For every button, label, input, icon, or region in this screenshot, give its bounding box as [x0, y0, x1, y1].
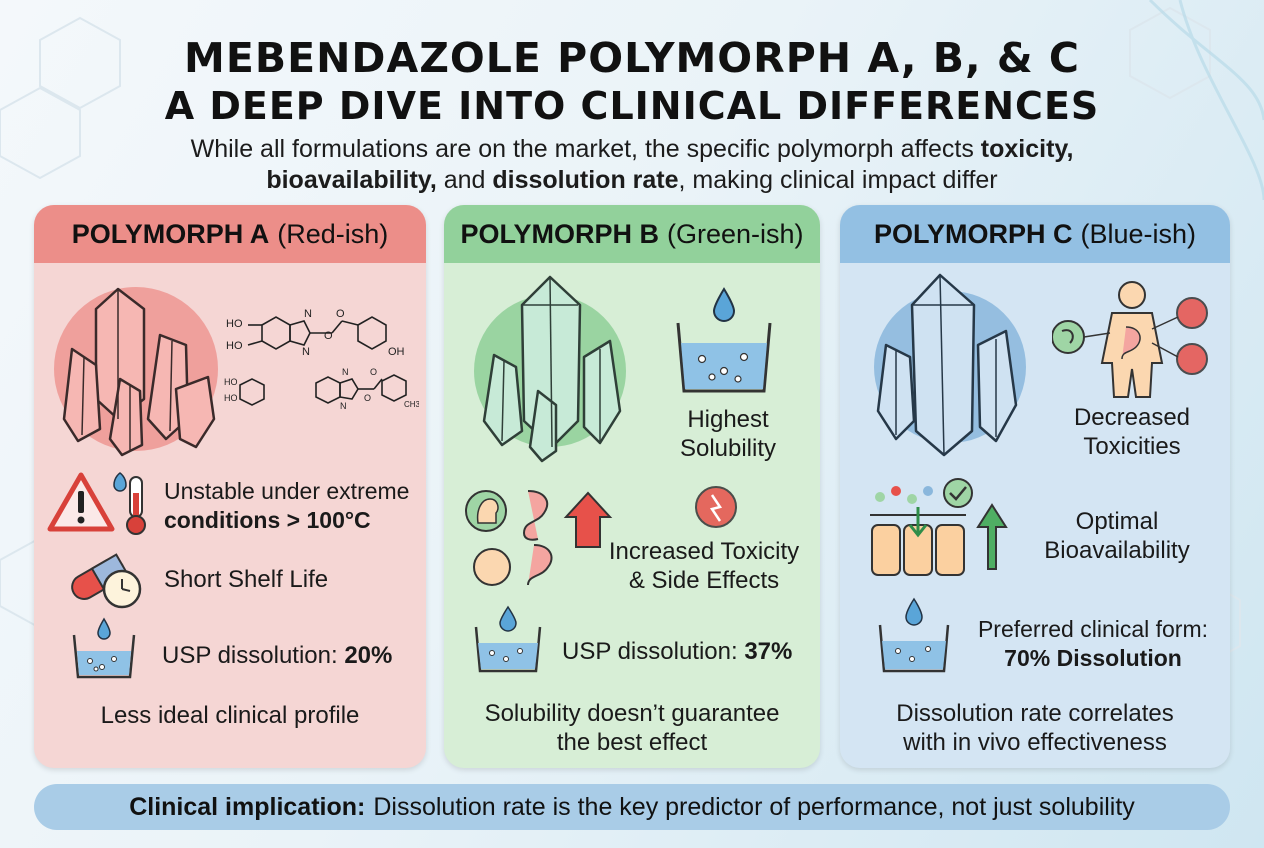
svg-text:O: O: [336, 308, 345, 320]
dissolution-text: USP dissolution: 20%: [162, 642, 393, 669]
svg-text:OH: OH: [388, 346, 405, 358]
toxicity-text: Increased Toxicity & Side Effects: [608, 538, 800, 594]
intro-text: While all formulations are on the market…: [190, 135, 1074, 194]
polymorph-a-card: POLYMORPH A (Red-ish): [34, 205, 426, 768]
polymorph-b-name: POLYMORPH B: [460, 218, 659, 249]
summary-text: Less ideal clinical profile: [100, 702, 360, 729]
svg-text:O: O: [324, 330, 333, 342]
summary-text: Dissolution rate correlates with in vivo …: [896, 700, 1174, 756]
crystal-icon: [474, 275, 626, 463]
svg-text:N: N: [302, 346, 310, 358]
preferred-form-text: Preferred clinical form: 70% Dissolution: [977, 616, 1209, 671]
polymorph-c-header: POLYMORPH C (Blue-ish): [840, 205, 1230, 263]
svg-text:HO: HO: [226, 340, 243, 352]
polymorph-c-name: POLYMORPH C: [873, 218, 1073, 249]
crystal-icon: [874, 273, 1026, 457]
polymorph-c-card: POLYMORPH C (Blue-ish) Decreased Toxiciti…: [840, 205, 1230, 768]
svg-text:O: O: [364, 393, 371, 403]
summary-text: Solubility doesn’t guarantee the best eff…: [484, 700, 780, 756]
footer-bold: Clinical implication:: [129, 792, 366, 821]
stability-text: Unstable under extreme conditions > 100°C: [164, 478, 410, 533]
human-body-icon: [1052, 281, 1208, 398]
svg-text:N: N: [342, 367, 349, 377]
beaker-icon: [72, 617, 136, 679]
dissolution-text: USP dissolution: 37%: [562, 638, 793, 665]
chemical-structure-icon: HO HO N N O O OH HO HO N N O O CH3: [224, 308, 419, 411]
solubility-text: Highest Solubility: [679, 406, 777, 462]
polymorph-b-color-label: (Green-ish): [667, 218, 804, 249]
clinical-implication-banner: Clinical implication: Dissolution rate i…: [34, 784, 1230, 830]
polymorph-b-card: POLYMORPH B (Green-ish) Highest Solubilit…: [444, 205, 820, 768]
svg-text:HO: HO: [224, 377, 238, 387]
polymorph-a-header: POLYMORPH A (Red-ish): [34, 205, 426, 263]
crystal-icon: [54, 287, 218, 457]
footer-text: Dissolution rate is the key predictor of…: [373, 792, 1135, 821]
bioavailability-icon: [870, 478, 1008, 576]
beaker-icon: [676, 287, 772, 393]
toxicity-text: Decreased Toxicities: [1073, 404, 1191, 460]
page-subtitle-heading: A DEEP DIVE INTO CLINICAL DIFFERENCES: [164, 84, 1100, 128]
svg-text:CH3: CH3: [404, 400, 419, 409]
polymorph-c-color-label: (Blue-ish): [1080, 218, 1197, 249]
polymorph-a-name: POLYMORPH A: [71, 218, 270, 249]
svg-text:N: N: [304, 308, 312, 320]
beaker-icon: [878, 597, 950, 673]
polymorph-b-header: POLYMORPH B (Green-ish): [444, 205, 820, 263]
beaker-icon: [474, 605, 542, 673]
svg-text:O: O: [370, 367, 377, 377]
bioavailability-text: Optimal Bioavailability: [1044, 508, 1190, 564]
svg-text:HO: HO: [224, 393, 238, 403]
svg-text:N: N: [340, 401, 347, 411]
shelf-life-text: Short Shelf Life: [164, 566, 329, 593]
thermometer-icon: [113, 472, 146, 535]
warning-icon: [47, 472, 115, 532]
svg-text:HO: HO: [226, 318, 243, 330]
side-effects-icon: [465, 486, 737, 586]
page-title: MEBENDAZOLE POLYMORPH A, B, & C: [184, 34, 1080, 82]
pill-clock-icon: [71, 553, 142, 609]
polymorph-a-color-label: (Red-ish): [277, 218, 389, 249]
